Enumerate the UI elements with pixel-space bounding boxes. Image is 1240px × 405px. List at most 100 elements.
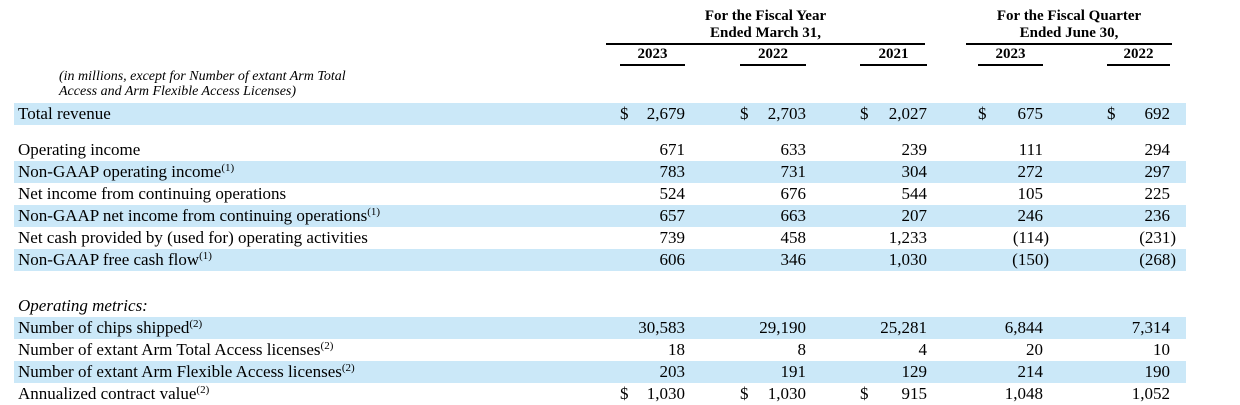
- value-cell: 203: [576, 361, 699, 383]
- value-cell: 29,190: [699, 317, 820, 339]
- cell-value: 304: [901, 162, 928, 181]
- value-cell: 783: [576, 161, 699, 183]
- value-cell: 105: [941, 183, 1057, 205]
- cell-value: 739: [659, 228, 686, 247]
- value-cell: 272: [941, 161, 1058, 183]
- table-row: Number of extant Arm Flexible Access lic…: [14, 361, 1187, 383]
- cell-value: 297: [1144, 162, 1171, 181]
- currency-symbol: $: [1107, 104, 1116, 123]
- cell-value: 346: [780, 250, 807, 269]
- value-cell: 10: [1057, 339, 1186, 361]
- cell-value: 1,233: [888, 228, 928, 247]
- footnote-ref: (2): [341, 362, 355, 374]
- row-label: Number of extant Arm Flexible Access lic…: [14, 361, 576, 383]
- value-cell: 544: [820, 183, 941, 205]
- value-cell: 191: [699, 361, 820, 383]
- value-cell: $915: [820, 383, 941, 405]
- value-cell: 239: [820, 139, 941, 161]
- currency-symbol: $: [740, 384, 749, 403]
- row-label: Non-GAAP net income from continuing oper…: [14, 205, 576, 227]
- value-cell: 297: [1057, 161, 1187, 183]
- value-cell: $2,027: [820, 103, 942, 125]
- value-cell: 207: [820, 205, 942, 227]
- section-header-row: Operating metrics:: [14, 295, 1186, 317]
- value-cell: 7,314: [1057, 317, 1187, 339]
- value-cell: 524: [576, 183, 699, 205]
- column-group-header-row: For the Fiscal Year Ended March 31, For …: [14, 5, 1186, 45]
- table-row: Non-GAAP net income from continuing oper…: [14, 205, 1187, 227]
- fiscal-year-title-line1: For the Fiscal Year: [704, 8, 827, 24]
- value-cell: 1,052: [1057, 383, 1186, 405]
- cell-value: 207: [901, 206, 928, 225]
- table-row: Net income from continuing operations 524…: [14, 183, 1186, 205]
- value-cell: 8: [699, 339, 820, 361]
- year-column-header-fy2023: 2023: [576, 45, 699, 66]
- row-label: Operating income: [18, 140, 141, 159]
- fiscal-year-group-header: For the Fiscal Year Ended March 31,: [576, 5, 941, 45]
- cell-value: 25,281: [880, 318, 928, 337]
- cell-value: 1,030: [888, 250, 928, 269]
- value-cell: 236: [1057, 205, 1187, 227]
- currency-symbol: $: [740, 104, 749, 123]
- cell-value: 236: [1144, 206, 1171, 225]
- cell-value: 1,030: [767, 384, 806, 403]
- row-label: Operating metrics:: [18, 296, 148, 315]
- cell-value: 272: [1017, 162, 1044, 181]
- value-cell: 294: [1057, 139, 1186, 161]
- cell-value: 191: [780, 362, 807, 381]
- footnote-ref: (1): [367, 206, 381, 218]
- value-cell: 1,030: [820, 249, 942, 271]
- row-label: Total revenue: [14, 103, 576, 125]
- value-cell: (150): [941, 249, 1058, 271]
- cell-value: 675: [1017, 104, 1044, 123]
- cell-value: 692: [1144, 104, 1171, 123]
- cell-value: (268): [1139, 250, 1177, 269]
- cell-value: 214: [1017, 362, 1044, 381]
- cell-value: 458: [780, 228, 807, 247]
- fiscal-quarter-group-header: For the Fiscal Quarter Ended June 30,: [941, 5, 1186, 45]
- value-cell: (268): [1057, 249, 1187, 271]
- table-row: Number of extant Arm Total Access licens…: [14, 339, 1186, 361]
- cell-value: 663: [780, 206, 807, 225]
- footnote-ref: (1): [199, 250, 212, 262]
- currency-symbol: $: [860, 384, 869, 403]
- fiscal-year-title-line2: Ended March 31,: [606, 25, 926, 45]
- value-cell: $675: [941, 103, 1058, 125]
- table-row: Net cash provided by (used for) operatin…: [14, 227, 1186, 249]
- row-label: Annualized contract value(2): [18, 384, 210, 403]
- footnote-ref: (2): [196, 384, 210, 396]
- value-cell: 18: [576, 339, 699, 361]
- cell-value: 783: [659, 162, 686, 181]
- cell-value: 657: [659, 206, 686, 225]
- cell-value: 8: [797, 340, 807, 359]
- value-cell: 1,233: [820, 227, 941, 249]
- cell-value: 1,052: [1131, 384, 1171, 403]
- cell-value: 29,190: [759, 318, 806, 337]
- value-cell: 129: [820, 361, 942, 383]
- cell-value: 225: [1144, 184, 1171, 203]
- value-cell: 739: [576, 227, 699, 249]
- value-cell: $692: [1057, 103, 1187, 125]
- cell-value: 731: [780, 162, 807, 181]
- value-cell: (114): [941, 227, 1057, 249]
- row-label: Number of chips shipped(2): [14, 317, 576, 339]
- cell-value: 10: [1153, 340, 1171, 359]
- value-cell: 671: [576, 139, 699, 161]
- table-row: Number of chips shipped(2) 30,583 29,190 25…: [14, 317, 1187, 339]
- cell-value: 129: [901, 362, 928, 381]
- value-cell: 225: [1057, 183, 1186, 205]
- year-column-header-q2022: 2022: [1057, 45, 1186, 66]
- cell-value: 676: [780, 184, 807, 203]
- value-cell: 6,844: [941, 317, 1058, 339]
- units-note-line2: Access and Arm Flexible Access Licenses): [59, 84, 297, 99]
- year-column-header-fy2022: 2022: [699, 45, 820, 66]
- units-note: (in millions, except for Number of extan…: [14, 66, 576, 103]
- cell-value: 633: [780, 140, 807, 159]
- empty-header-cell: [14, 45, 576, 66]
- value-cell: 676: [699, 183, 820, 205]
- row-label: Number of extant Arm Total Access licens…: [18, 340, 334, 359]
- cell-value: 7,314: [1131, 318, 1171, 337]
- cell-value: 203: [659, 362, 686, 381]
- cell-value: 105: [1017, 184, 1044, 203]
